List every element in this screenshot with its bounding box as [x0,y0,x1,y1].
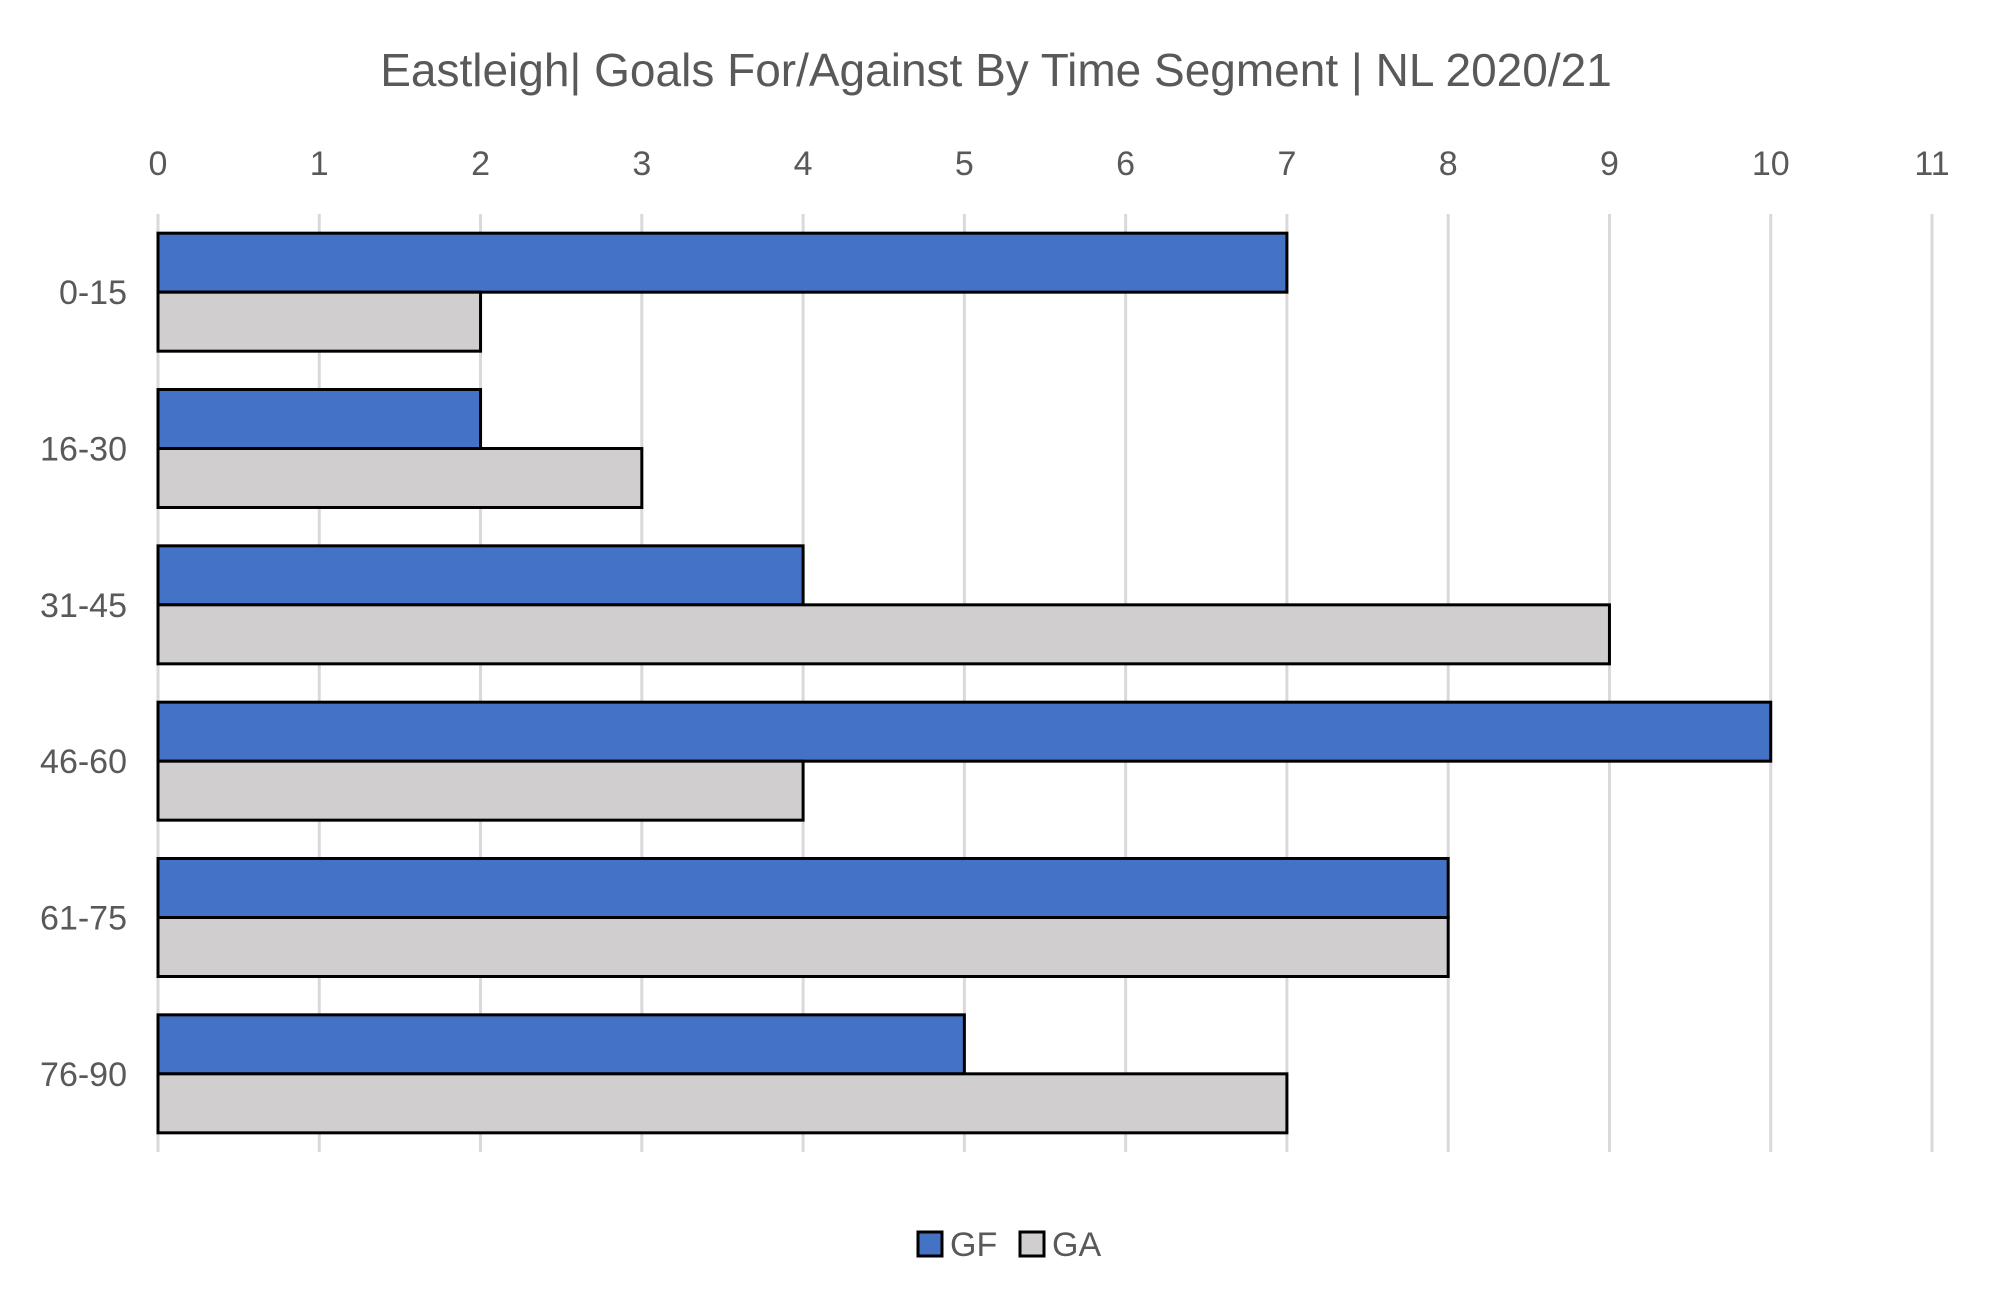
x-tick-label: 5 [955,145,974,183]
x-axis-tick-labels: 0 1 2 3 4 5 6 7 8 9 10 11 [149,145,1950,183]
bar-gf-46-60 [156,700,1773,763]
category-label: 61-75 [40,900,127,938]
x-tick-label: 9 [1600,145,1619,183]
x-tick-label: 0 [149,145,168,183]
legend-label-gf: GF [950,1226,997,1264]
bar-gf-16-30 [156,388,483,450]
category-label: 0-15 [59,274,127,312]
bar-ga-16-30 [156,447,644,509]
chart-title: Eastleigh| Goals For/Against By Time Seg… [380,44,1612,96]
bar-gf-61-75 [156,857,1450,919]
x-tick-label: 2 [471,145,490,183]
legend-label-ga: GA [1052,1226,1101,1264]
x-tick-label: 4 [794,145,813,183]
category-label: 76-90 [40,1056,127,1094]
x-tick-label: 10 [1752,145,1790,183]
bar-ga-46-60 [156,759,805,822]
x-tick-label: 3 [632,145,651,183]
bar-ga-76-90 [156,1072,1289,1135]
legend: GF GA [916,1226,1101,1264]
category-labels: 0-15 16-30 31-45 46-60 61-75 76-90 [40,274,127,1094]
x-tick-label: 6 [1116,145,1135,183]
gridlines [156,214,1934,1152]
bar-gf-31-45 [156,544,805,607]
x-tick-label: 1 [310,145,329,183]
category-label: 31-45 [40,587,127,625]
x-tick-label: 8 [1439,145,1458,183]
category-label: 46-60 [40,743,127,781]
bar-gf-76-90 [156,1013,966,1076]
bar-ga-0-15 [156,290,483,353]
category-label: 16-30 [40,431,127,469]
legend-swatch-ga [1018,1230,1046,1258]
x-tick-label: 7 [1277,145,1296,183]
bar-ga-31-45 [156,603,1611,666]
bar-gf-0-15 [156,231,1289,294]
x-tick-label: 11 [1914,145,1949,183]
legend-swatch-gf [916,1230,944,1258]
bar-ga-61-75 [156,916,1450,978]
bars [156,231,1773,1135]
